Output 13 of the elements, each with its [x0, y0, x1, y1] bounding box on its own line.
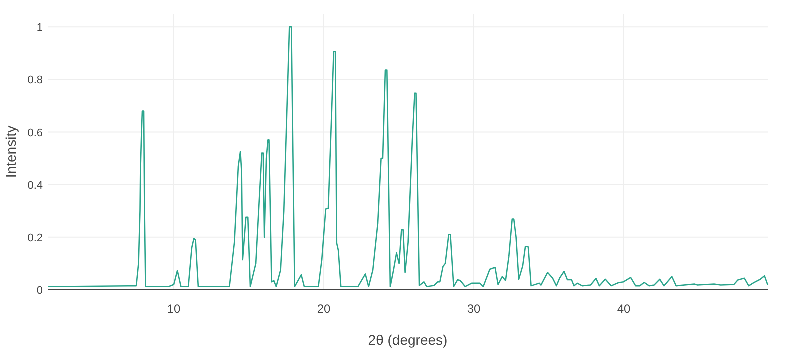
x-tick-label: 20 [317, 302, 331, 316]
x-tick-label: 40 [617, 302, 631, 316]
y-tick-label: 0.4 [28, 180, 43, 192]
y-tick-label: 1 [36, 22, 43, 34]
y-tick-label: 0.2 [28, 232, 43, 244]
x-tick-label: 30 [467, 302, 481, 316]
x-tick-label: 10 [167, 302, 181, 316]
x-axis-title: 2θ (degrees) [368, 332, 448, 348]
y-tick-label: 0.6 [28, 127, 43, 140]
y-axis-title: Intensity [3, 126, 19, 178]
y-tick-label: 0 [36, 285, 43, 297]
y-tick-label: 0.8 [28, 74, 43, 87]
line-series [48, 26, 769, 288]
